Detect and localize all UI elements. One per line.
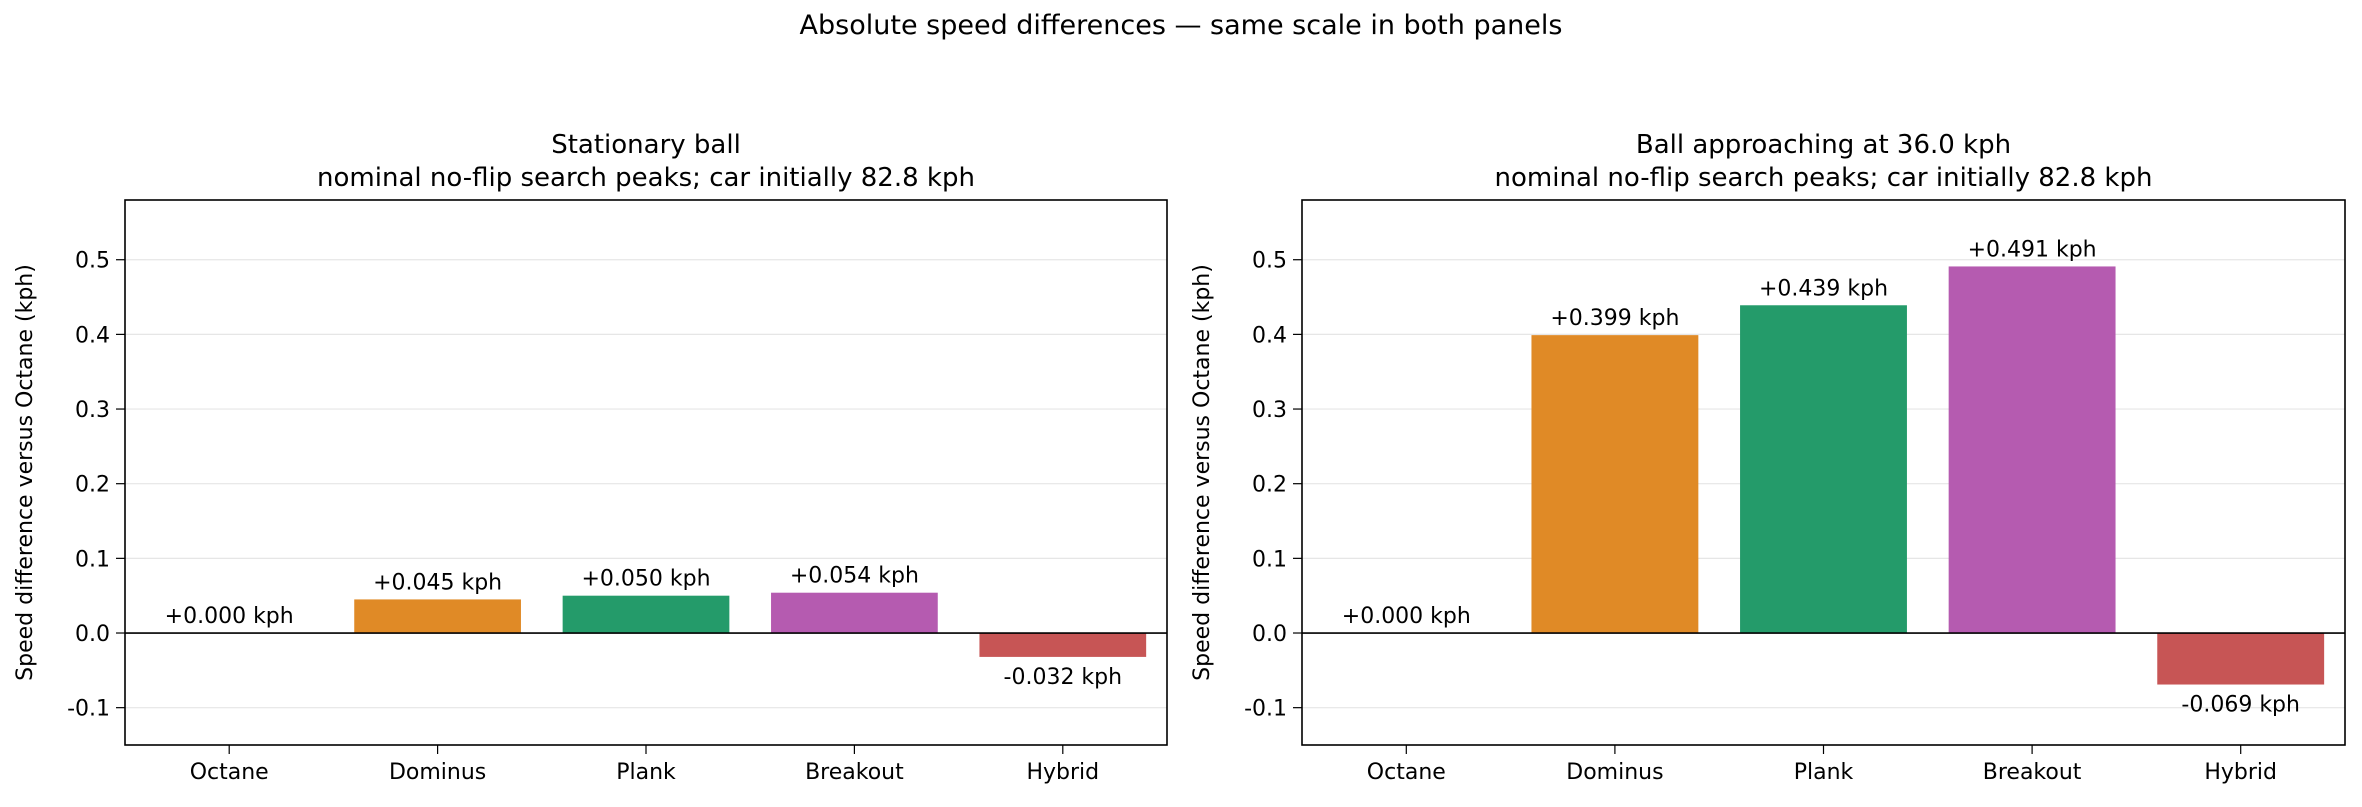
bar-breakout — [1948, 266, 2116, 634]
data-label: +0.491 kph — [1968, 237, 2097, 262]
chart-panel-2: -0.1 0.0 0.1 0.2 0.3 0.4 0.5 +0.000 kph +0.399 k… — [1190, 130, 2346, 785]
x-tick-label: Plank — [1794, 760, 1854, 785]
bar-hybrid — [2157, 633, 2325, 685]
panel-subtitle: nominal no-flip search peaks; car initia… — [317, 163, 975, 193]
x-tick-label: Dominus — [389, 760, 486, 785]
y-tick-label: 0.1 — [75, 547, 110, 572]
data-label: +0.399 kph — [1550, 306, 1679, 331]
bar-dominus — [1531, 335, 1699, 634]
x-tick-label: Hybrid — [1026, 760, 1099, 785]
panel-subtitle: nominal no-flip search peaks; car initia… — [1495, 163, 2153, 193]
panel-title: Ball approaching at 36.0 kph — [1636, 130, 2011, 160]
axes-frame — [124, 199, 1168, 746]
bar-hybrid — [979, 633, 1147, 657]
axes-frame — [1301, 199, 2346, 746]
y-tick-label: 0.0 — [75, 622, 110, 647]
y-tick-label: -0.1 — [67, 697, 110, 722]
y-tick-label: 0.5 — [75, 249, 110, 274]
data-label: +0.000 kph — [165, 604, 294, 629]
y-tick-label: 0.3 — [1252, 398, 1287, 423]
data-label: +0.439 kph — [1759, 276, 1888, 301]
bar-plank — [562, 595, 730, 634]
y-tick-label: 0.2 — [75, 473, 110, 498]
x-tick-label: Plank — [616, 760, 676, 785]
data-label: -0.069 kph — [2181, 693, 2300, 718]
y-tick-label: 0.3 — [75, 398, 110, 423]
y-tick-label: 0.1 — [1252, 547, 1287, 572]
bar-breakout — [771, 592, 938, 634]
y-tick-label: 0.4 — [75, 323, 110, 348]
figure-title: Absolute speed differences — same scale … — [799, 10, 1563, 41]
data-label: -0.032 kph — [1004, 665, 1123, 690]
y-axis-label: Speed difference versus Octane (kph) — [13, 264, 38, 681]
data-label: +0.000 kph — [1342, 604, 1471, 629]
y-tick-label: 0.4 — [1252, 323, 1287, 348]
bar-plank — [1740, 305, 1907, 634]
x-tick-label: Breakout — [1983, 760, 2082, 785]
bar-dominus — [354, 599, 521, 634]
data-label: +0.045 kph — [373, 570, 502, 595]
data-label: +0.050 kph — [581, 567, 710, 592]
x-tick-label: Breakout — [805, 760, 904, 785]
y-tick-label: -0.1 — [1244, 697, 1287, 722]
chart-panel-1: -0.1 0.0 0.1 0.2 0.3 0.4 0.5 +0.000 kph +0.045 k… — [13, 130, 1168, 785]
y-tick-label: 0.0 — [1252, 622, 1287, 647]
x-tick-label: Octane — [1367, 760, 1446, 785]
data-label: +0.054 kph — [790, 564, 919, 589]
y-tick-label: 0.5 — [1252, 249, 1287, 274]
x-tick-label: Octane — [190, 760, 269, 785]
x-tick-label: Dominus — [1566, 760, 1663, 785]
x-tick-label: Hybrid — [2204, 760, 2277, 785]
y-tick-label: 0.2 — [1252, 473, 1287, 498]
y-axis-label: Speed difference versus Octane (kph) — [1190, 264, 1215, 681]
panel-title: Stationary ball — [551, 130, 741, 160]
